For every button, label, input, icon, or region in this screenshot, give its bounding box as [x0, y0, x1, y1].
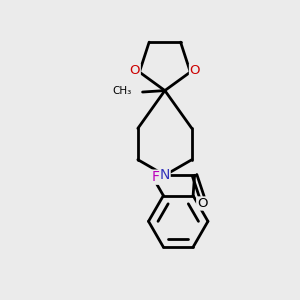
Text: F: F — [152, 170, 160, 184]
Text: O: O — [190, 64, 200, 77]
Text: CH₃: CH₃ — [112, 86, 131, 96]
Text: O: O — [197, 197, 207, 210]
Text: N: N — [160, 168, 170, 182]
Text: O: O — [130, 64, 140, 77]
